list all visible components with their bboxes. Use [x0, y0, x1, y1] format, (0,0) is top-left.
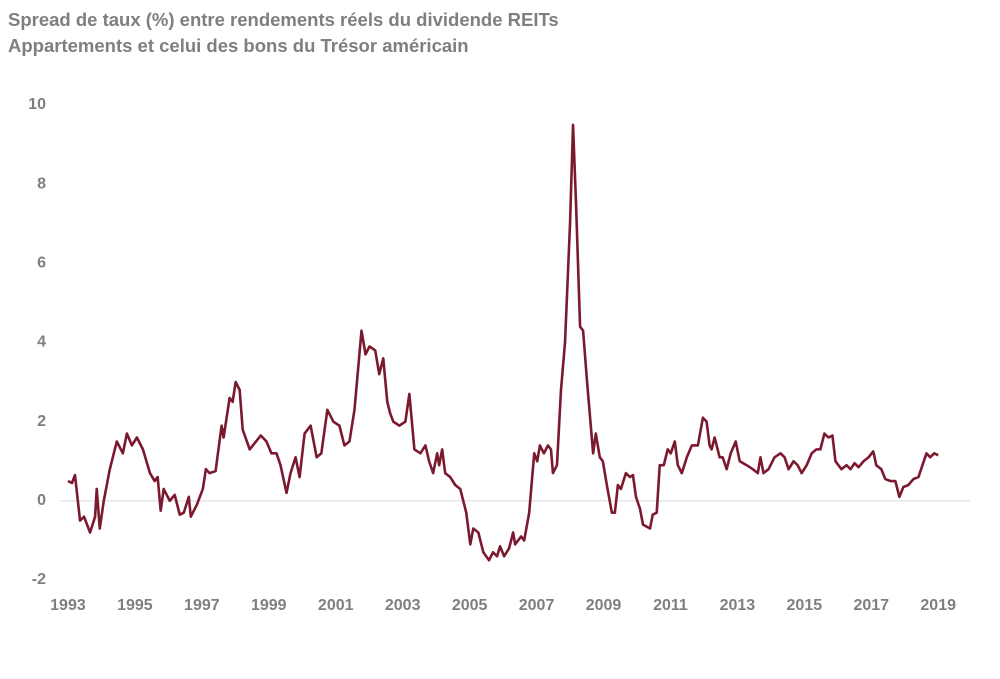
x-tick-label: 2015 — [787, 597, 823, 614]
chart-title: Spread de taux (%) entre rendements réel… — [8, 9, 559, 30]
x-tick-label: 2009 — [586, 597, 622, 614]
y-tick-label: 10 — [28, 96, 46, 113]
x-tick-label: 1997 — [184, 597, 220, 614]
y-tick-label: -2 — [32, 571, 46, 588]
chart-title: Appartements et celui des bons du Trésor… — [8, 35, 469, 56]
x-tick-label: 2011 — [653, 597, 688, 614]
y-tick-label: 4 — [37, 334, 46, 351]
x-tick-label: 1993 — [50, 597, 86, 614]
data-line — [67, 123, 939, 562]
x-tick-label: 2005 — [452, 597, 488, 614]
x-tick-label: 1995 — [117, 597, 153, 614]
x-tick-label: 2019 — [920, 597, 956, 614]
y-tick-label: 8 — [37, 175, 46, 192]
x-tick-label: 2017 — [853, 597, 889, 614]
x-tick-label: 2013 — [720, 597, 756, 614]
x-tick-label: 2007 — [519, 597, 555, 614]
x-tick-label: 2003 — [385, 597, 421, 614]
y-tick-label: 2 — [37, 413, 46, 430]
y-tick-label: 6 — [37, 255, 46, 272]
y-tick-label: 0 — [37, 492, 46, 509]
x-tick-label: 1999 — [251, 597, 287, 614]
x-tick-label: 2001 — [318, 597, 354, 614]
